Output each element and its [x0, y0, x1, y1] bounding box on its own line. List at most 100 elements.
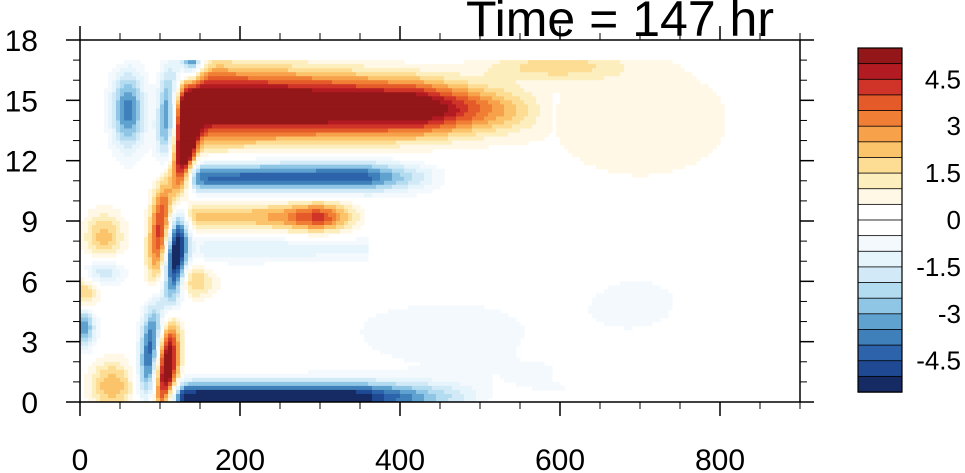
heatmap-cell: [284, 156, 289, 162]
heatmap-cell: [668, 128, 673, 134]
heatmap-cell: [588, 104, 593, 109]
heatmap-cell: [588, 108, 593, 113]
heatmap-cell: [248, 60, 253, 65]
heatmap-cell: [436, 80, 441, 85]
heatmap-cell: [504, 64, 509, 69]
heatmap-cell: [320, 140, 325, 146]
heatmap-cell: [336, 221, 341, 226]
heatmap-cell: [232, 120, 237, 126]
heatmap-cell: [340, 176, 345, 182]
heatmap-cell: [436, 184, 441, 190]
heatmap-cell: [644, 96, 649, 101]
heatmap-cell: [404, 172, 409, 178]
heatmap-cell: [456, 116, 461, 122]
heatmap-cell: [288, 132, 293, 138]
heatmap-cell: [136, 112, 141, 118]
heatmap-cell: [328, 180, 333, 186]
heatmap-cell: [336, 253, 341, 258]
heatmap-cell: [244, 176, 249, 182]
heatmap-cell: [288, 188, 293, 194]
heatmap-cell: [372, 188, 377, 194]
heatmap-cell: [460, 108, 465, 113]
heatmap-cell: [348, 104, 353, 109]
heatmap-cell: [204, 245, 209, 250]
heatmap-cell: [412, 68, 417, 73]
heatmap-cell: [332, 64, 337, 69]
heatmap-cell: [260, 225, 265, 230]
heatmap-cell: [336, 76, 341, 81]
heatmap-cell: [376, 132, 381, 138]
heatmap-cell: [176, 104, 181, 109]
heatmap-cell: [392, 120, 397, 126]
heatmap-cell: [208, 192, 213, 198]
heatmap-cell: [368, 64, 373, 69]
heatmap-cell: [144, 112, 149, 118]
heatmap-cell: [188, 148, 193, 154]
heatmap-cell: [400, 84, 405, 89]
heatmap-cell: [332, 68, 337, 73]
heatmap-cell: [296, 68, 301, 73]
heatmap-cell: [112, 104, 117, 109]
heatmap-cell: [544, 124, 549, 130]
heatmap-cell: [356, 188, 361, 194]
heatmap-cell: [628, 136, 633, 142]
heatmap-cell: [356, 156, 361, 162]
heatmap-cell: [252, 72, 257, 77]
heatmap-cell: [168, 196, 173, 202]
heatmap-cell: [180, 176, 185, 182]
heatmap-cell: [128, 160, 133, 166]
heatmap-cell: [204, 216, 209, 222]
heatmap-cell: [676, 68, 681, 73]
heatmap-cell: [308, 221, 313, 226]
heatmap-cell: [380, 144, 385, 150]
heatmap-cell: [392, 88, 397, 93]
heatmap-cell: [256, 184, 261, 190]
heatmap-cell: [400, 188, 405, 194]
heatmap-cell: [240, 100, 245, 105]
heatmap-cell: [456, 144, 461, 150]
heatmap-cell: [168, 180, 173, 186]
heatmap-cell: [444, 116, 449, 122]
heatmap-cell: [168, 168, 173, 174]
heatmap-cell: [348, 144, 353, 150]
heatmap-cell: [692, 128, 697, 134]
heatmap-cell: [692, 136, 697, 142]
heatmap-cell: [320, 200, 325, 206]
heatmap-cell: [332, 60, 337, 65]
heatmap-cell: [220, 132, 225, 138]
heatmap-cell: [560, 72, 565, 77]
heatmap-cell: [364, 164, 369, 170]
heatmap-cell: [600, 76, 605, 81]
heatmap-cell: [432, 68, 437, 73]
heatmap-cell: [232, 245, 237, 250]
heatmap-cell: [716, 108, 721, 113]
heatmap-cell: [468, 120, 473, 126]
heatmap-cell: [140, 72, 145, 77]
heatmap-cell: [220, 104, 225, 109]
heatmap-cell: [508, 84, 513, 89]
heatmap-cell: [228, 237, 233, 242]
heatmap-cell: [220, 225, 225, 230]
heatmap-cell: [460, 88, 465, 93]
heatmap-cell: [284, 88, 289, 93]
heatmap-cell: [464, 64, 469, 69]
heatmap-cell: [304, 160, 309, 166]
heatmap-cell: [432, 172, 437, 178]
heatmap-cell: [228, 72, 233, 77]
heatmap-cell: [520, 76, 525, 81]
heatmap-cell: [644, 148, 649, 154]
heatmap-cell: [384, 80, 389, 85]
heatmap-cell: [400, 68, 405, 73]
heatmap-cell: [536, 132, 541, 138]
heatmap-cell: [700, 140, 705, 146]
heatmap-cell: [520, 84, 525, 89]
heatmap-cell: [240, 200, 245, 206]
heatmap-cell: [120, 84, 125, 89]
heatmap-cell: [168, 140, 173, 146]
heatmap-cell: [376, 124, 381, 130]
heatmap-cell: [672, 96, 677, 101]
heatmap-cell: [312, 221, 317, 226]
heatmap-cell: [208, 120, 213, 126]
heatmap-cell: [244, 229, 249, 234]
heatmap-cell: [336, 216, 341, 222]
